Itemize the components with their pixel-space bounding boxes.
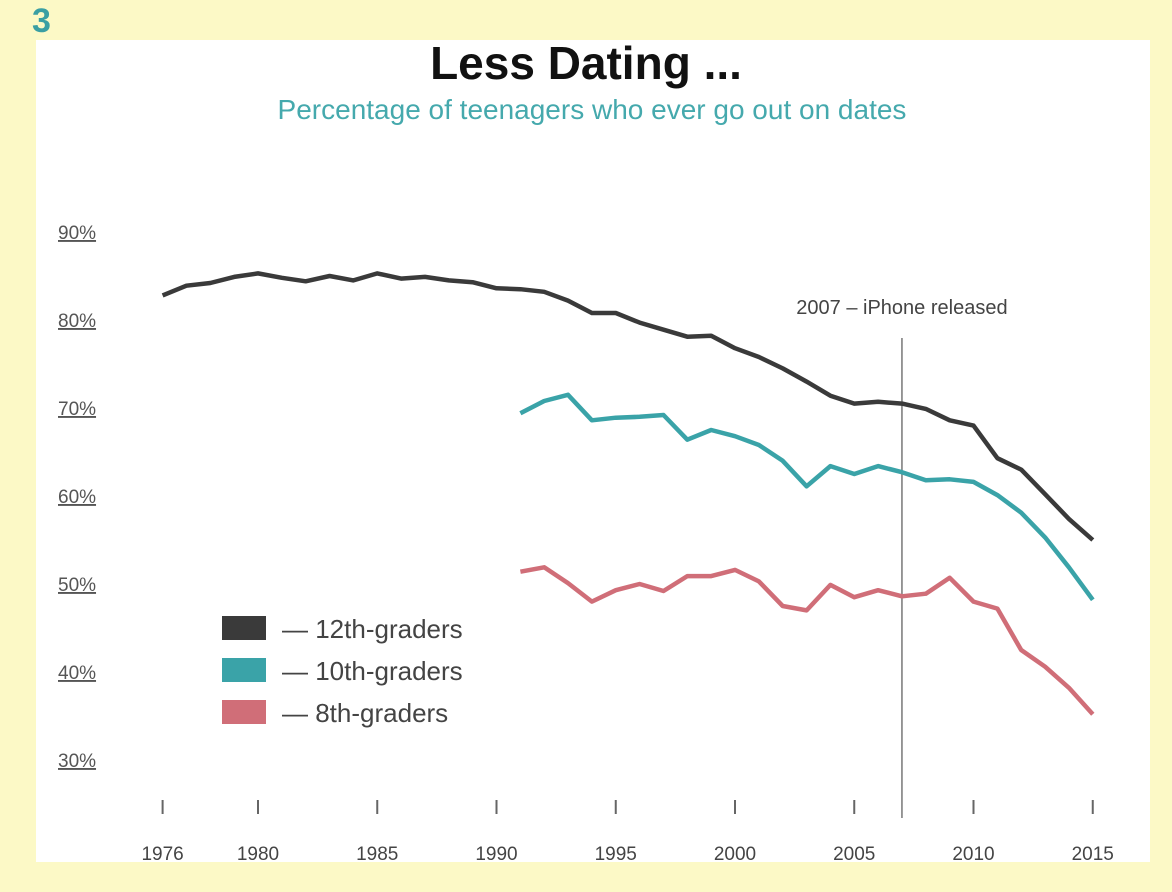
series-line-0: [161, 271, 1095, 542]
chart-title: Less Dating ...: [430, 37, 742, 89]
x-tick-label: 1985: [356, 844, 398, 865]
y-tick-label: 60%: [58, 487, 96, 508]
y-tick-label: 80%: [58, 311, 96, 332]
y-tick-label: 90%: [58, 223, 96, 244]
legend-label: — 10th-graders: [282, 656, 463, 686]
y-tick-label: 30%: [58, 751, 96, 772]
x-tick-label: 2010: [952, 844, 994, 865]
y-tick-label: 70%: [58, 399, 96, 420]
x-tick-label: 2005: [833, 844, 875, 865]
y-tick-label: 50%: [58, 575, 96, 596]
x-tick-label: 1980: [237, 844, 279, 865]
y-tick-label: 40%: [58, 663, 96, 684]
legend-label: — 12th-graders: [282, 614, 463, 644]
annotation: 2007 – iPhone released: [796, 297, 1008, 818]
y-axis: 90% 80% 70% 60% 50% 40% 30%: [58, 223, 96, 772]
legend-swatch: [222, 658, 266, 682]
x-tick-label: 1976: [141, 844, 183, 865]
x-axis: 1976 1980 1985 1990 1995 2000 2005 2010 2015: [141, 800, 1114, 865]
series-lines: [161, 271, 1095, 716]
legend-label: — 8th-graders: [282, 698, 448, 728]
chart-panel: [36, 40, 1150, 862]
x-tick-label: 2015: [1072, 844, 1114, 865]
legend: — 12th-graders — 10th-graders — 8th-grader…: [222, 614, 463, 728]
x-tick-label: 1995: [595, 844, 637, 865]
series-line-2: [519, 565, 1095, 716]
chart-subtitle: Percentage of teenagers who ever go out …: [277, 94, 907, 125]
x-tick-label: 1990: [475, 844, 517, 865]
series-line-1: [519, 392, 1095, 602]
legend-swatch: [222, 616, 266, 640]
legend-swatch: [222, 700, 266, 724]
annotation-label: 2007 – iPhone released: [796, 297, 1007, 319]
x-tick-label: 2000: [714, 844, 756, 865]
figure-number: 3: [32, 2, 51, 40]
